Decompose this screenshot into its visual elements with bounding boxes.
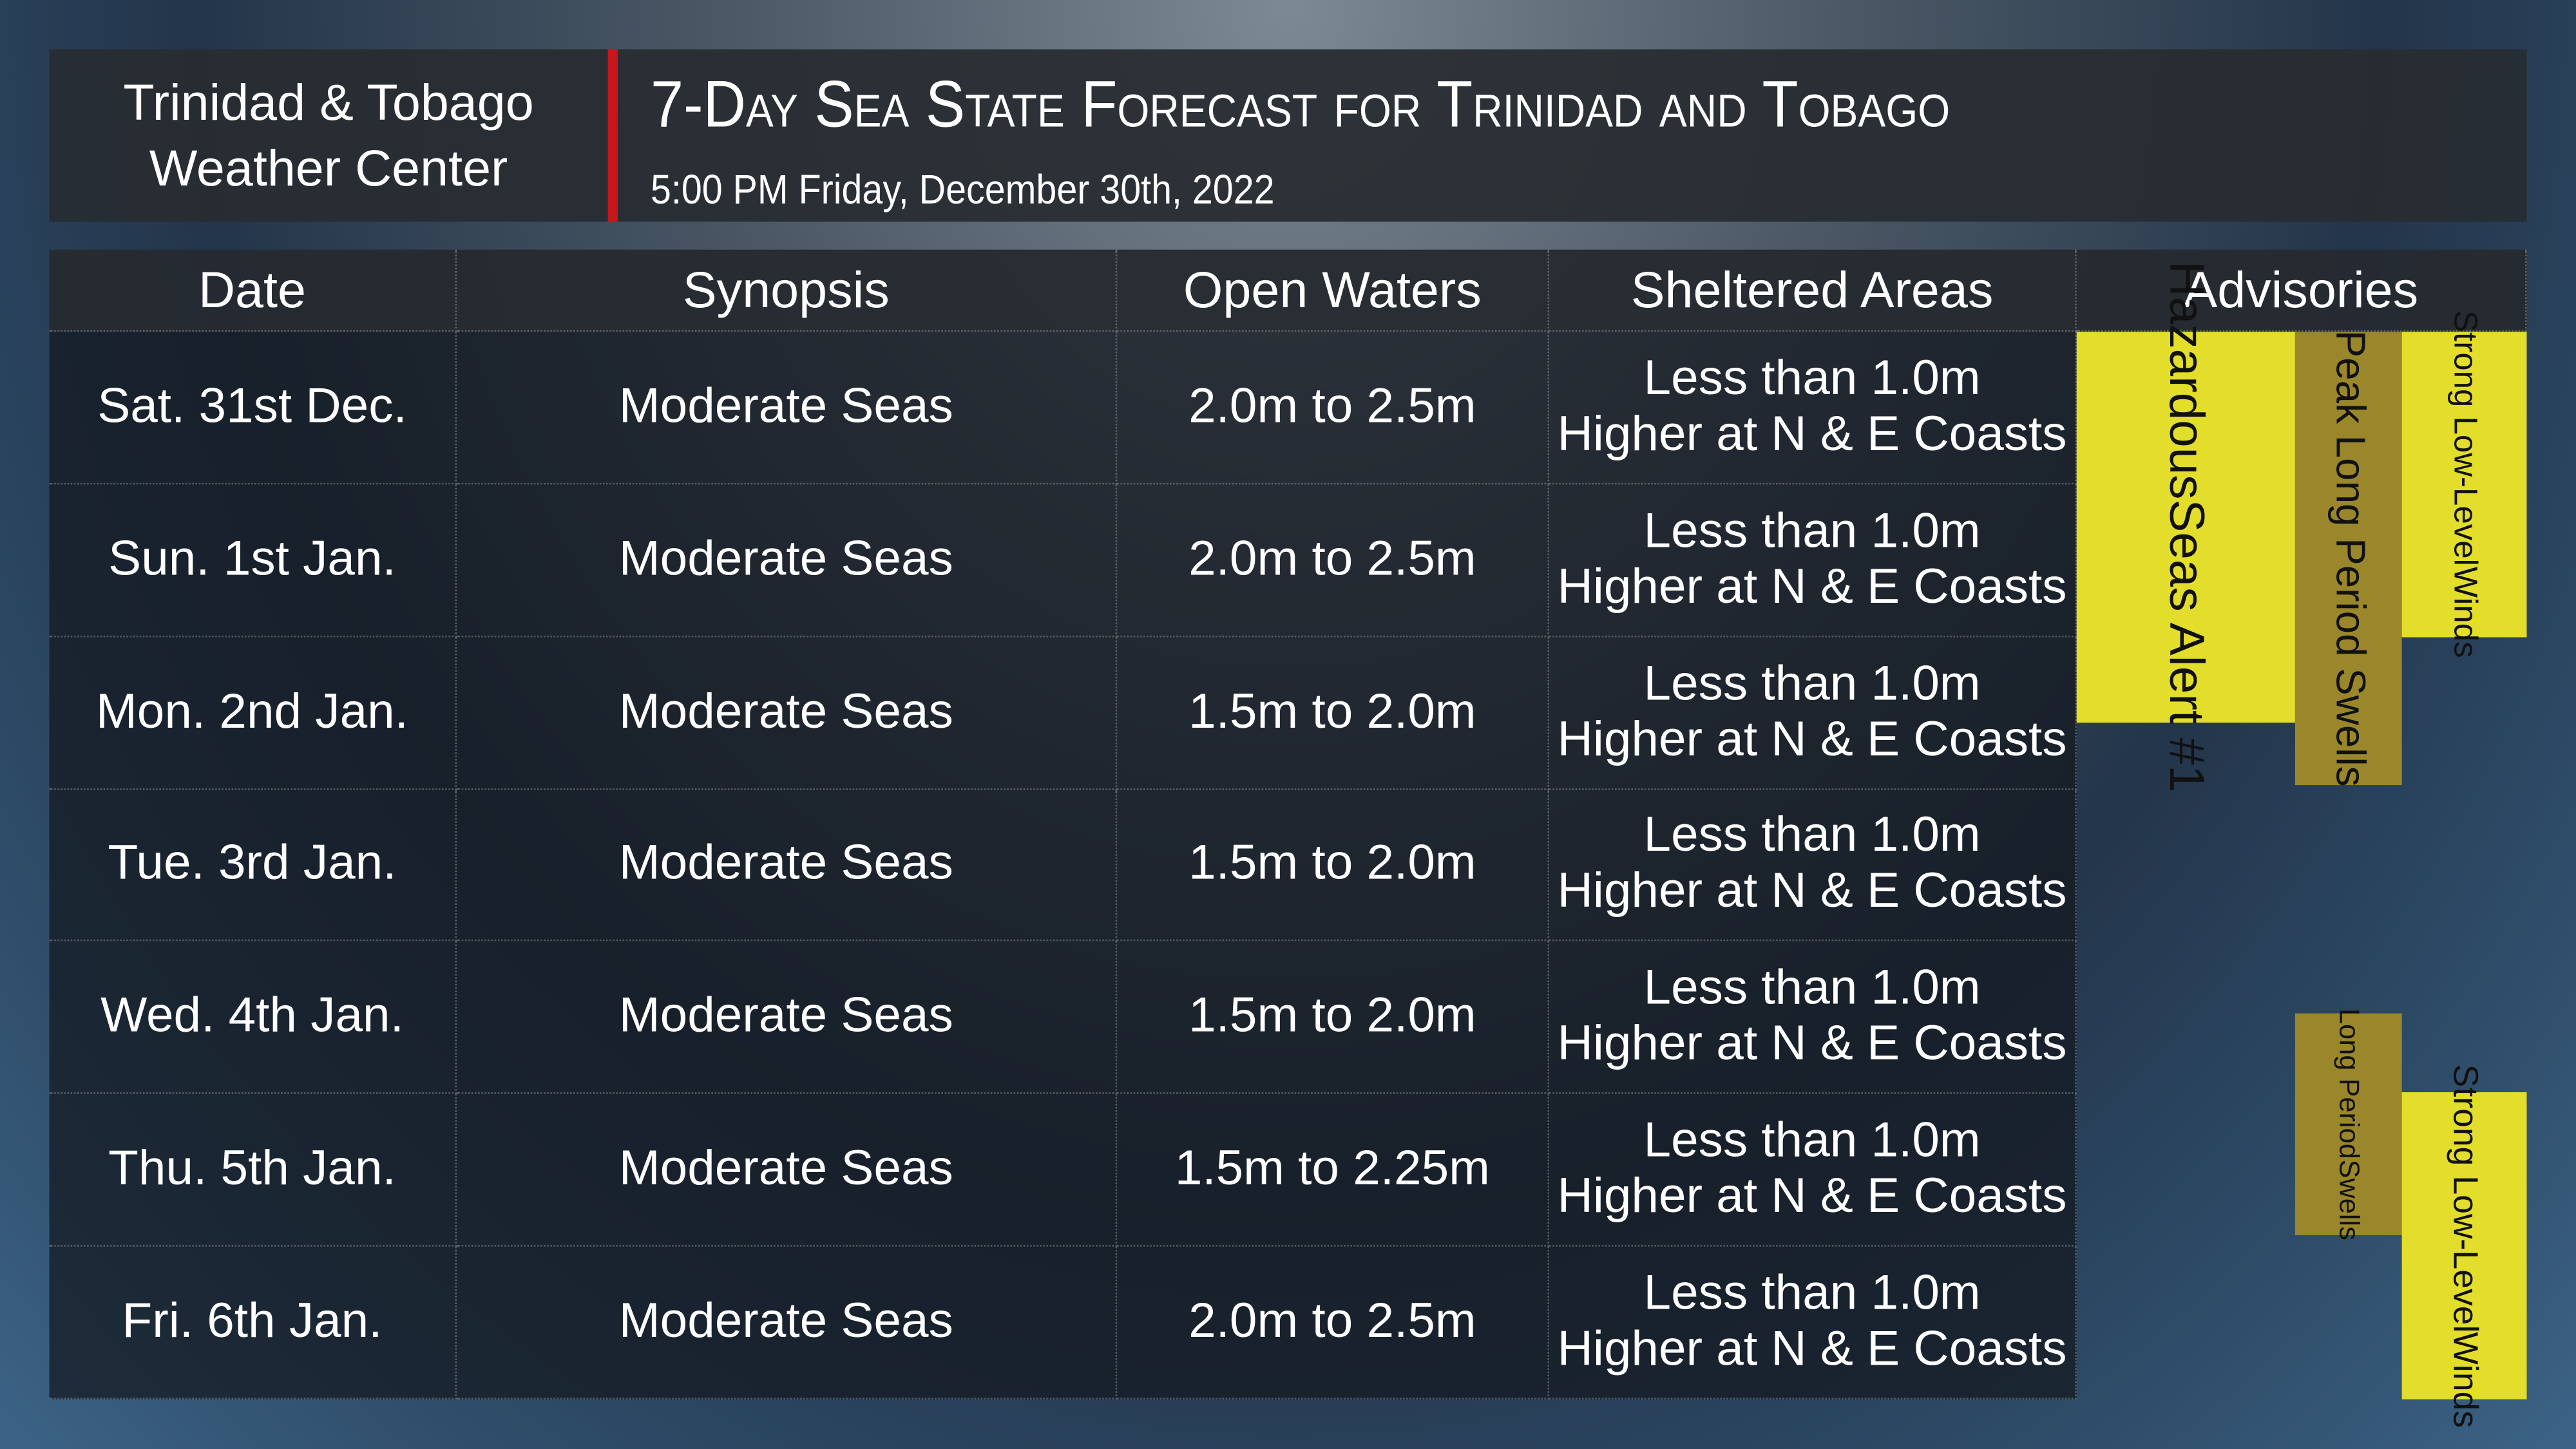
title: 7-Day Sea State Forecast for Trinidad an… — [650, 69, 1951, 142]
cell-text: Moderate Seas — [618, 531, 953, 586]
cell-text: Sun. 1st Jan. — [108, 531, 396, 586]
table-cell: Moderate Seas — [457, 789, 1118, 942]
cell-text: Less than 1.0m — [1643, 656, 1981, 711]
table-cell: Less than 1.0m Higher at N & E Coasts — [1549, 1094, 2077, 1247]
advisory: Peak Long Period Swells — [2295, 330, 2402, 787]
table-cell: 2.0m to 2.5m — [1117, 1247, 1550, 1399]
advisory-line: Strong Low-Level — [2445, 1063, 2484, 1332]
cell-text: Sat. 31st Dec. — [97, 379, 407, 434]
advisory: Strong Low-Level Winds — [2401, 1064, 2527, 1428]
cell-text: Tue. 3rd Jan. — [108, 837, 397, 891]
cell-text: Less than 1.0m — [1643, 961, 1981, 1016]
table-cell: Less than 1.0m Higher at N & E Coasts — [1549, 636, 2077, 790]
header: Trinidad & Tobago Weather Center 7-Day S… — [49, 49, 2527, 222]
cell-text: Higher at N & E Coasts — [1557, 1017, 2067, 1072]
cell-text: Open Waters — [1183, 260, 1482, 318]
cell-text: Higher at N & E Coasts — [1557, 1322, 2067, 1377]
cell-text: Sheltered Areas — [1630, 260, 1994, 318]
table-cell: Moderate Seas — [457, 1247, 1118, 1399]
advisory-line: Winds — [2446, 567, 2483, 658]
cell-text: Less than 1.0m — [1643, 1266, 1981, 1321]
cell-text: Moderate Seas — [618, 837, 953, 891]
table-cell: Less than 1.0m Higher at N & E Coasts — [1549, 789, 2077, 942]
table-cell: 1.5m to 2.25m — [1117, 1094, 1550, 1247]
organization: Trinidad & Tobago Weather Center — [50, 50, 608, 222]
cell-text: Higher at N & E Coasts — [1557, 1170, 2067, 1224]
advisory-line: Swells — [2333, 1159, 2365, 1240]
table-cell: Sat. 31st Dec. — [49, 332, 457, 484]
org-line: Trinidad & Tobago — [123, 73, 534, 131]
cell-text: Advisories — [2183, 260, 2419, 318]
table-cell: Tue. 3rd Jan. — [49, 789, 457, 942]
table-cell: 2.0m to 2.5m — [1117, 484, 1550, 637]
cell-text: 2.0m to 2.5m — [1188, 1294, 1476, 1349]
table-cell: Less than 1.0m Higher at N & E Coasts — [1549, 1247, 2077, 1399]
column-header: Sheltered Areas — [1549, 249, 2077, 332]
advisory-line: Strong Low-Level — [2446, 311, 2483, 567]
table-cell: Wed. 4th Jan. — [49, 942, 457, 1095]
forecast-table: Date Synopsis Open Waters Sheltered Areas Ad… — [49, 249, 2527, 1428]
advisory-line: Seas Alert #1 — [2159, 500, 2213, 793]
table-cell: Moderate Seas — [457, 942, 1118, 1095]
divider — [607, 49, 618, 222]
cell-text: Higher at N & E Coasts — [1557, 712, 2067, 767]
cell-text: Less than 1.0m — [1643, 809, 1981, 864]
column-header: Synopsis — [457, 249, 1118, 332]
advisory: Strong Low-Level Winds — [2401, 311, 2527, 658]
cell-text: Less than 1.0m — [1643, 351, 1981, 406]
table-cell: Less than 1.0m Higher at N & E Coasts — [1549, 942, 2077, 1095]
cell-text: 1.5m to 2.0m — [1188, 989, 1476, 1044]
table-cell: Fri. 6th Jan. — [49, 1247, 457, 1399]
subtitle: 5:00 PM Friday, December 30th, 2022 — [650, 167, 1275, 214]
cell-text: Wed. 4th Jan. — [100, 989, 404, 1044]
cell-text: Moderate Seas — [618, 989, 953, 1044]
table-cell: Thu. 5th Jan. — [49, 1094, 457, 1247]
cell-text: Higher at N & E Coasts — [1557, 407, 2067, 462]
table-cell: 1.5m to 2.0m — [1117, 942, 1550, 1095]
cell-text: Thu. 5th Jan. — [108, 1142, 396, 1197]
table-cell: Sun. 1st Jan. — [49, 484, 457, 637]
column-header: Advisories — [2076, 249, 2527, 332]
cell-text: Mon. 2nd Jan. — [96, 684, 408, 739]
table-cell: 1.5m to 2.0m — [1117, 636, 1550, 790]
cell-text: Moderate Seas — [618, 1294, 953, 1349]
cell-text: Moderate Seas — [618, 684, 953, 739]
cell-text: Synopsis — [682, 260, 890, 318]
cell-text: Moderate Seas — [618, 1142, 953, 1197]
advisory-line: Peak Long Period Swells — [2327, 330, 2373, 787]
cell-text: 2.0m to 2.5m — [1188, 379, 1476, 434]
advisory-line: Hazardous — [2159, 261, 2213, 500]
cell-text: Higher at N & E Coasts — [1557, 864, 2067, 919]
cell-text: Less than 1.0m — [1643, 1113, 1981, 1168]
cell-text: 1.5m to 2.0m — [1188, 837, 1476, 891]
column-header: Date — [49, 249, 457, 332]
table-cell: Less than 1.0m Higher at N & E Coasts — [1549, 484, 2077, 637]
advisory-line: Long Period — [2333, 1009, 2365, 1160]
table-cell: Moderate Seas — [457, 1094, 1118, 1247]
advisory: Long Period Swells — [2295, 1009, 2402, 1240]
cell-text: Moderate Seas — [618, 379, 953, 434]
cell-text: Higher at N & E Coasts — [1557, 560, 2067, 614]
column-header: Open Waters — [1117, 249, 1550, 332]
cell-text: Less than 1.0m — [1643, 504, 1981, 558]
cell-text: 1.5m to 2.0m — [1188, 684, 1476, 739]
advisory: Hazardous Seas Alert #1 — [2076, 261, 2295, 793]
table-cell: Less than 1.0m Higher at N & E Coasts — [1549, 332, 2077, 484]
org-line: Weather Center — [149, 138, 508, 196]
cell-text: 1.5m to 2.25m — [1174, 1142, 1490, 1197]
table-cell: Moderate Seas — [457, 636, 1118, 790]
cell-text: Fri. 6th Jan. — [122, 1294, 383, 1349]
cell-text: 2.0m to 2.5m — [1188, 531, 1476, 586]
table-cell: Moderate Seas — [457, 484, 1118, 637]
table-cell: Moderate Seas — [457, 332, 1118, 484]
table-cell: Mon. 2nd Jan. — [49, 636, 457, 790]
table-cell: 1.5m to 2.0m — [1117, 789, 1550, 942]
cell-text: Date — [198, 260, 306, 318]
advisory-line: Winds — [2445, 1332, 2484, 1428]
table-cell: 2.0m to 2.5m — [1117, 332, 1550, 484]
